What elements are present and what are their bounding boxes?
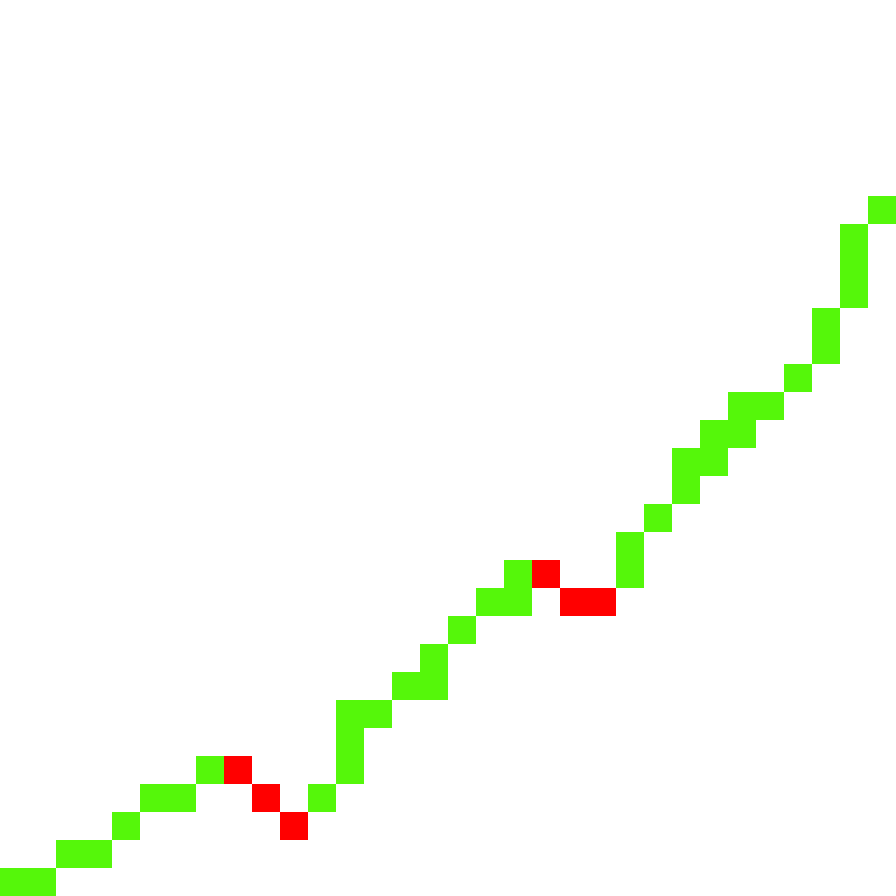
trail-cell-up [756, 392, 784, 420]
trail-cell-up [812, 336, 840, 364]
trail-cell-up [140, 784, 168, 812]
trail-cell-down [252, 784, 280, 812]
trail-cell-up [672, 476, 700, 504]
trail-cell-up [784, 364, 812, 392]
trail-cell-up [308, 784, 336, 812]
trail-cell-up [336, 756, 364, 784]
trail-cell-down [224, 756, 252, 784]
trail-cell-up [616, 560, 644, 588]
trail-cell-up [728, 420, 756, 448]
trail-cell-up [700, 448, 728, 476]
trail-cell-up [728, 392, 756, 420]
trail-cell-up [812, 308, 840, 336]
trail-cell-up [112, 812, 140, 840]
trail-cell-up [420, 672, 448, 700]
trail-cell-up [168, 784, 196, 812]
trail-cell-down [588, 588, 616, 616]
trail-cell-up [196, 756, 224, 784]
trail-cell-up [616, 532, 644, 560]
trail-cell-up [476, 588, 504, 616]
trail-cell-up [84, 840, 112, 868]
trail-cell-down [280, 812, 308, 840]
trail-cell-up [56, 840, 84, 868]
trail-cell-down [532, 560, 560, 588]
trail-cell-up [28, 868, 56, 896]
trail-cell-up [644, 504, 672, 532]
trail-cell-up [0, 868, 28, 896]
trail-cell-up [504, 560, 532, 588]
trail-cell-up [448, 616, 476, 644]
trail-cell-up [840, 280, 868, 308]
trail-cell-up [336, 700, 364, 728]
trail-cell-up [504, 588, 532, 616]
trail-cell-up [336, 728, 364, 756]
trail-cell-up [840, 252, 868, 280]
trail-cell-up [420, 644, 448, 672]
trail-cell-up [840, 224, 868, 252]
trail-cell-up [700, 420, 728, 448]
trail-cell-down [560, 588, 588, 616]
trail-cell-up [392, 672, 420, 700]
trail-cell-up [672, 448, 700, 476]
trail-cell-up [868, 196, 896, 224]
trail-cell-up [364, 700, 392, 728]
